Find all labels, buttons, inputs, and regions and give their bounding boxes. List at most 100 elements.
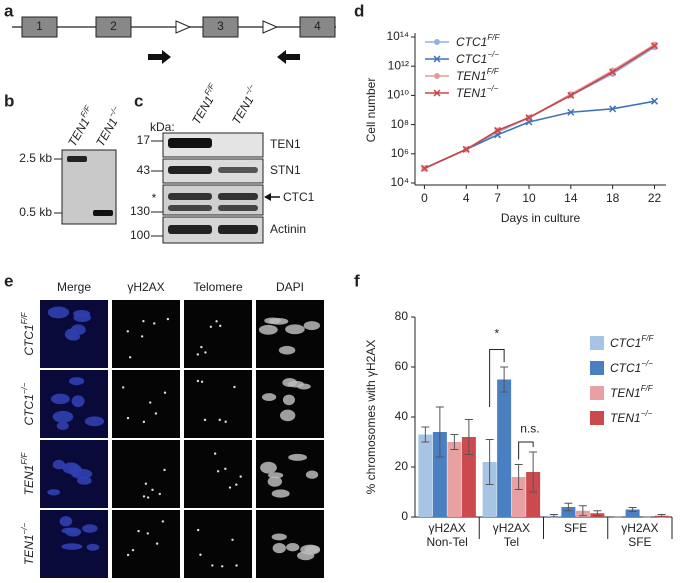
x-tick-label: 7 [494,191,501,205]
legend-marker [434,39,440,45]
micrograph [112,370,180,438]
chromosome [303,321,321,331]
chromosome [258,324,278,335]
focus [166,317,170,321]
column-header: Telomere [193,280,243,294]
bar [432,432,447,517]
panel-label: b [4,91,14,110]
band [218,225,258,234]
exon [299,16,336,38]
legend-label: TEN1F/F [610,384,654,400]
row-label: TEN1F/F [20,452,36,496]
chromosome [71,468,93,479]
micrograph [184,510,252,578]
legend-label: CTC1−/− [610,359,653,375]
y-tick-label: 40 [395,409,409,423]
focus [131,548,135,552]
marker-label: 0.5 kb [19,205,52,219]
band [218,205,258,211]
row-label: CTC1F/F [20,311,36,355]
band [168,138,212,148]
focus [204,351,207,354]
protein-label: TEN1 [270,137,301,151]
marker [494,126,502,134]
marker-label: 100 [130,228,150,242]
focus [146,496,150,499]
chromosome [304,545,320,554]
chromosome [267,476,282,487]
exon-label: 1 [36,19,43,33]
bar [461,437,476,517]
legend-label: TEN1−/− [456,84,499,100]
focus [142,420,146,424]
y-tick-label: 80 [395,309,409,323]
marker-label: 130 [130,204,150,218]
micrograph [112,510,180,578]
exon [21,16,58,38]
focus [219,324,222,328]
protein-label: Actinin [270,222,306,236]
primer-arrow [148,50,171,64]
lane-label: TEN1−/− [91,104,126,149]
band [218,167,258,173]
exon-label: 4 [314,19,321,33]
focus [231,538,234,541]
row-label: CTC1−/− [20,382,36,425]
error-bar [485,439,494,485]
panel-label: f [354,271,360,290]
chromosome [261,393,277,401]
chromosome [271,489,290,498]
focus [161,520,165,523]
marker [650,42,659,50]
bar [447,442,462,517]
focus [228,486,232,489]
x-tick-label: SFE [564,521,587,535]
chromosome [52,459,66,470]
chromosome [268,317,289,325]
chromosome [71,395,85,408]
error-bar [464,419,473,455]
focus [213,452,217,455]
y-tick-label: 10⁶ [391,146,409,160]
focus [126,330,129,333]
focus [216,470,220,473]
x-tick-label: γH2AX [493,521,530,535]
marker [609,68,617,76]
focus [126,553,130,557]
chromosome [271,533,287,541]
legend-label: TEN1F/F [456,67,500,83]
asterisk: * [152,191,157,205]
y-axis-label: Cell number [364,78,378,143]
focus [151,488,154,492]
chromosome [286,543,300,552]
chromosome [272,542,286,554]
marker-label: 17 [137,133,151,147]
focus [215,320,218,323]
chromosome [61,527,78,534]
legend-marker [425,89,449,97]
bar [625,509,640,517]
chromosome [279,409,296,422]
legend-swatch [590,361,604,375]
focus [163,391,167,394]
panel-label: e [4,271,13,290]
x-tick-label: 4 [463,191,470,205]
focus [121,386,125,389]
legend-label: CTC1F/F [456,33,500,49]
panel-label: c [134,91,143,110]
y-tick-label: 0 [401,509,408,523]
error-bar [657,514,666,518]
bar [511,477,526,517]
chromosome [47,306,70,319]
chromosome [47,489,61,496]
focus [224,467,227,470]
focus [218,418,221,422]
marker [650,97,659,105]
error-bar [421,426,430,443]
focus [154,412,158,415]
x-tick-label: 18 [606,191,620,205]
focus [153,322,156,325]
y-tick-label: 10⁴ [390,175,409,189]
y-tick-label: 10¹² [388,58,409,72]
